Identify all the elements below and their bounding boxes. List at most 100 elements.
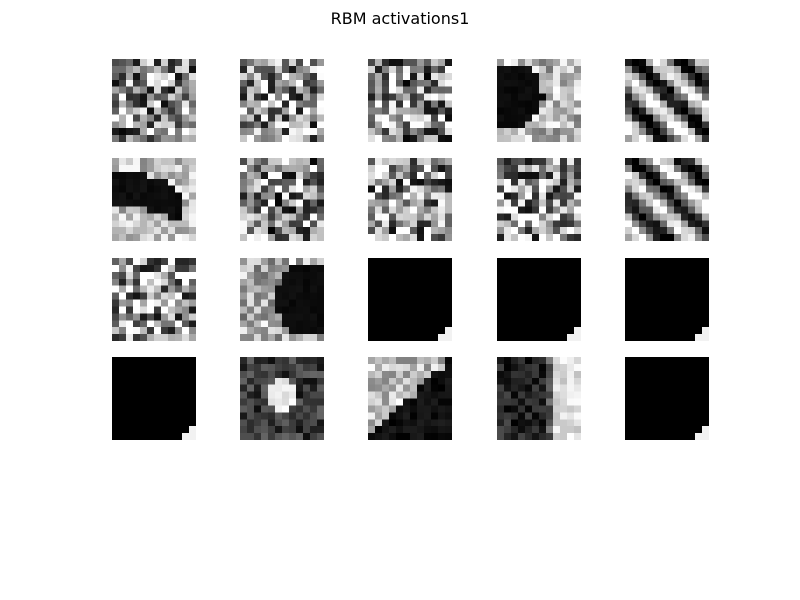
pixel [660,258,668,266]
pixel [438,313,446,321]
pixel [282,405,290,413]
pixel [646,419,654,427]
pixel [553,363,561,371]
pixel [289,419,297,427]
pixel [646,135,654,142]
pixel [133,264,141,272]
pixel [532,433,540,440]
pixel [560,213,568,221]
pixel [396,357,404,365]
pixel [396,199,404,207]
pixel [368,306,376,314]
pixel [140,171,148,179]
pixel [382,206,390,214]
pixel [417,171,425,179]
pixel [574,299,581,307]
pixel [560,220,568,228]
pixel [539,114,547,122]
pixel [126,72,134,80]
pixel [688,185,696,193]
pixel [126,285,134,293]
pixel [261,334,269,341]
pixel [282,271,290,279]
pixel [389,213,397,221]
pixel [674,107,682,115]
pixel [695,121,703,129]
pixel [681,313,689,321]
pixel [539,327,547,335]
pixel [161,334,169,341]
pixel [261,258,269,266]
pixel [702,107,709,115]
pixel [140,79,148,87]
pixel [424,299,432,307]
pixel [417,79,425,87]
pixel [368,370,376,378]
pixel [303,398,311,406]
pixel [560,178,568,186]
pixel [168,79,176,87]
pixel [368,384,376,392]
pixel [403,192,411,200]
pixel [168,292,176,300]
pixel [140,121,148,129]
pixel [189,72,196,80]
pixel [632,313,640,321]
pixel [147,264,155,272]
pixel [389,227,397,235]
pixel [119,128,127,136]
pixel [646,271,654,279]
pixel [375,412,383,420]
pixel [574,227,581,235]
pixel [438,412,446,420]
pixel [431,121,439,129]
pixel [140,100,148,108]
pixel [240,79,248,87]
pixel [161,59,169,67]
pixel [140,234,148,241]
pixel [695,158,703,166]
pixel [445,320,452,328]
pixel [667,426,675,434]
pixel [553,285,561,293]
pixel [240,419,248,427]
pixel [240,384,248,392]
pixel [403,363,411,371]
pixel [539,285,547,293]
pixel [254,65,262,73]
pixel [546,59,554,67]
pixel [532,135,540,142]
pixel [532,100,540,108]
pixel [431,206,439,214]
pixel [681,299,689,307]
pixel [431,93,439,101]
pixel [389,206,397,214]
pixel [438,363,446,371]
pixel [438,171,446,179]
pixel [653,185,661,193]
pixel [539,370,547,378]
pixel [254,271,262,279]
pixel [532,86,540,94]
pixel [695,327,703,335]
pixel [424,79,432,87]
pixel [189,93,196,101]
pixel [240,306,248,314]
pixel [410,398,418,406]
pixel [403,370,411,378]
pixel [660,306,668,314]
pixel [504,185,512,193]
pixel [154,213,162,221]
pixel [389,292,397,300]
pixel [126,327,134,335]
pixel [574,206,581,214]
pixel [424,278,432,286]
pixel [189,299,196,307]
pixel [546,299,554,307]
pixel [695,178,703,186]
pixel [254,59,262,67]
pixel [282,264,290,272]
pixel [389,100,397,108]
pixel [625,419,633,427]
pixel [518,164,526,172]
